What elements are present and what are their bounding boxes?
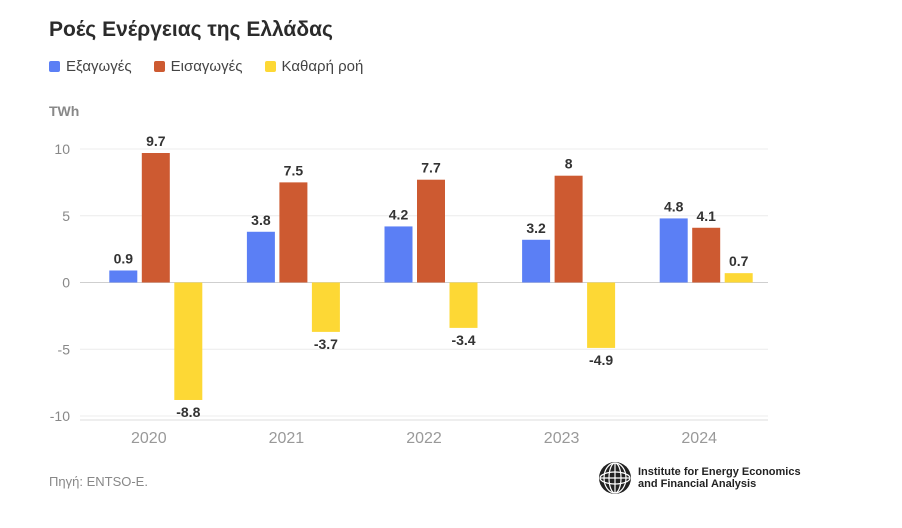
x-tick-label: 2020 [131,430,167,447]
data-label: 4.2 [389,206,409,222]
logo-text-line2: and Financial Analysis [638,478,757,490]
x-tick-label: 2024 [681,430,717,447]
data-label: 0.7 [729,253,749,269]
legend-swatch-net-flow [264,61,276,72]
bar [141,153,170,283]
iefa-logo: Institute for Energy Economics and Finan… [598,461,801,495]
data-label: -3.7 [314,336,338,352]
bar [587,282,616,348]
globe-icon [599,462,631,494]
bar [692,227,721,283]
bar [449,282,478,328]
data-label: 7.5 [284,162,304,178]
y-tick-label: -10 [50,408,70,424]
bar [384,226,413,283]
legend-label-exports: Εξαγωγές [66,58,132,75]
data-label: 9.7 [146,133,166,149]
bar [417,179,445,283]
legend-item-exports: Εξαγωγές [49,58,132,75]
bar [659,218,688,283]
legend-item-imports: Εισαγωγές [153,58,243,75]
source-note: Πηγή: ENTSO-E. [49,474,148,489]
bar [724,273,753,283]
data-label: 0.9 [114,250,134,266]
bar [522,239,551,283]
data-label: 4.1 [696,208,716,224]
bar [279,182,308,283]
bar [246,231,275,283]
data-label: 8 [565,156,573,172]
data-label: -8.8 [176,404,200,420]
legend-label-net-flow: Καθαρή ροή [281,58,364,75]
y-tick-label: -5 [58,341,71,357]
legend-swatch-exports [49,61,60,72]
bar [109,270,138,283]
x-tick-label: 2023 [544,430,580,447]
logo-text: Institute for Energy Economics and Finan… [638,466,801,490]
legend-swatch-imports [153,61,165,72]
data-label: 4.8 [664,198,684,214]
y-tick-label: 5 [62,208,70,224]
data-label: 7.7 [421,160,441,176]
chart-title: Ροές Ενέργειας της Ελλάδας [49,18,333,41]
x-tick-label: 2022 [406,430,442,447]
bar [554,175,583,283]
chart-legend: Εξαγωγές Εισαγωγές Καθαρή ροή [49,58,363,75]
y-tick-label: 0 [62,275,70,291]
legend-item-net-flow: Καθαρή ροή [264,58,364,75]
data-label: -3.4 [451,332,475,348]
x-tick-label: 2021 [269,430,305,447]
data-label: -4.9 [589,352,613,368]
y-axis-unit-label: TWh [49,103,80,119]
logo-text-line1: Institute for Energy Economics [638,466,801,478]
bar [311,282,340,332]
y-tick-label: 10 [54,141,70,157]
legend-label-imports: Εισαγωγές [170,58,243,75]
bar [174,282,203,400]
data-label: 3.2 [526,220,546,236]
data-label: 3.8 [251,212,271,228]
